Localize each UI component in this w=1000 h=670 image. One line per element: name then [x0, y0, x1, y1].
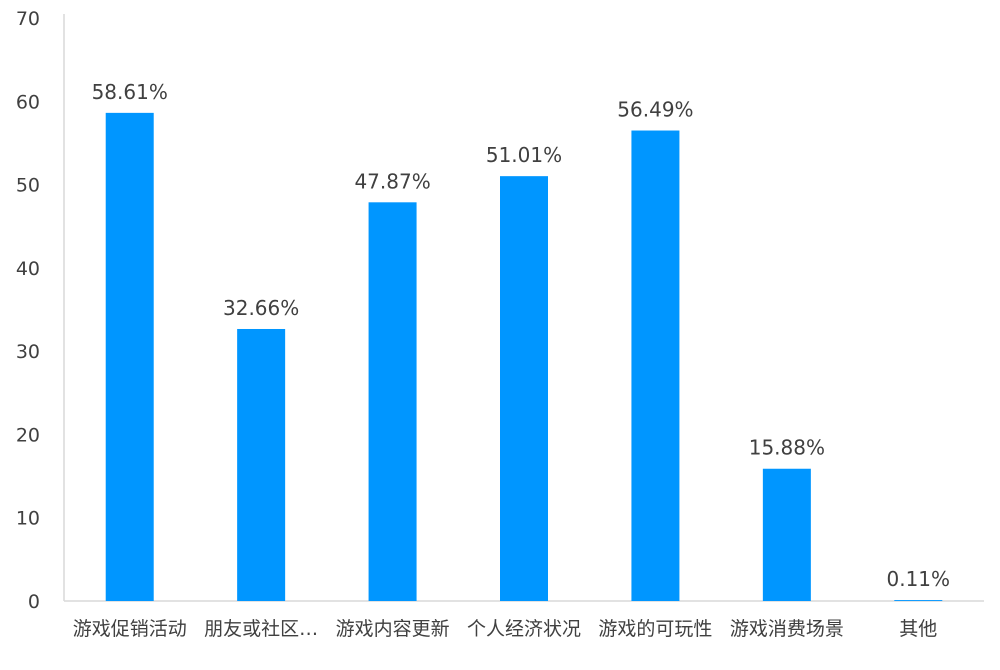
data-labels: 58.61% 32.66% 47.87% 51.01% 56.49% 15.88% 0.11…	[92, 80, 950, 591]
data-label: 32.66%	[223, 296, 299, 320]
data-label: 47.87%	[354, 169, 430, 193]
data-label: 15.88%	[749, 436, 825, 460]
data-label: 0.11%	[887, 567, 951, 591]
x-tick-label: 朋友或社区…	[204, 618, 318, 640]
data-label: 56.49%	[617, 98, 693, 122]
bar	[500, 176, 548, 601]
bar	[894, 600, 943, 601]
bar	[368, 202, 417, 601]
y-tick-label: 60	[16, 91, 40, 113]
x-tick-label: 游戏的可玩性	[598, 618, 712, 640]
y-tick-label: 0	[28, 591, 40, 613]
bar	[631, 130, 680, 602]
y-axis: 0 10 20 30 40 50 60 70	[16, 8, 65, 613]
y-tick-label: 20	[16, 424, 40, 446]
x-tick-label: 其他	[899, 618, 937, 640]
x-tick-label: 游戏消费场景	[730, 618, 844, 640]
data-label: 58.61%	[92, 80, 168, 104]
x-tick-label: 游戏促销活动	[73, 618, 187, 640]
bars	[105, 112, 943, 602]
data-label: 51.01%	[486, 143, 562, 167]
bar	[237, 328, 286, 601]
x-tick-label: 个人经济状况	[467, 618, 581, 640]
bar	[105, 112, 154, 601]
bar	[762, 468, 811, 601]
x-tick-label: 游戏内容更新	[336, 618, 450, 640]
y-tick-label: 30	[16, 341, 40, 363]
x-axis: 游戏促销活动 朋友或社区… 游戏内容更新 个人经济状况 游戏的可玩性 游戏消费场景 其他	[64, 600, 984, 640]
y-tick-label: 70	[16, 8, 40, 30]
y-tick-label: 10	[16, 508, 40, 530]
y-tick-label: 50	[16, 175, 40, 197]
y-tick-label: 40	[16, 258, 40, 280]
